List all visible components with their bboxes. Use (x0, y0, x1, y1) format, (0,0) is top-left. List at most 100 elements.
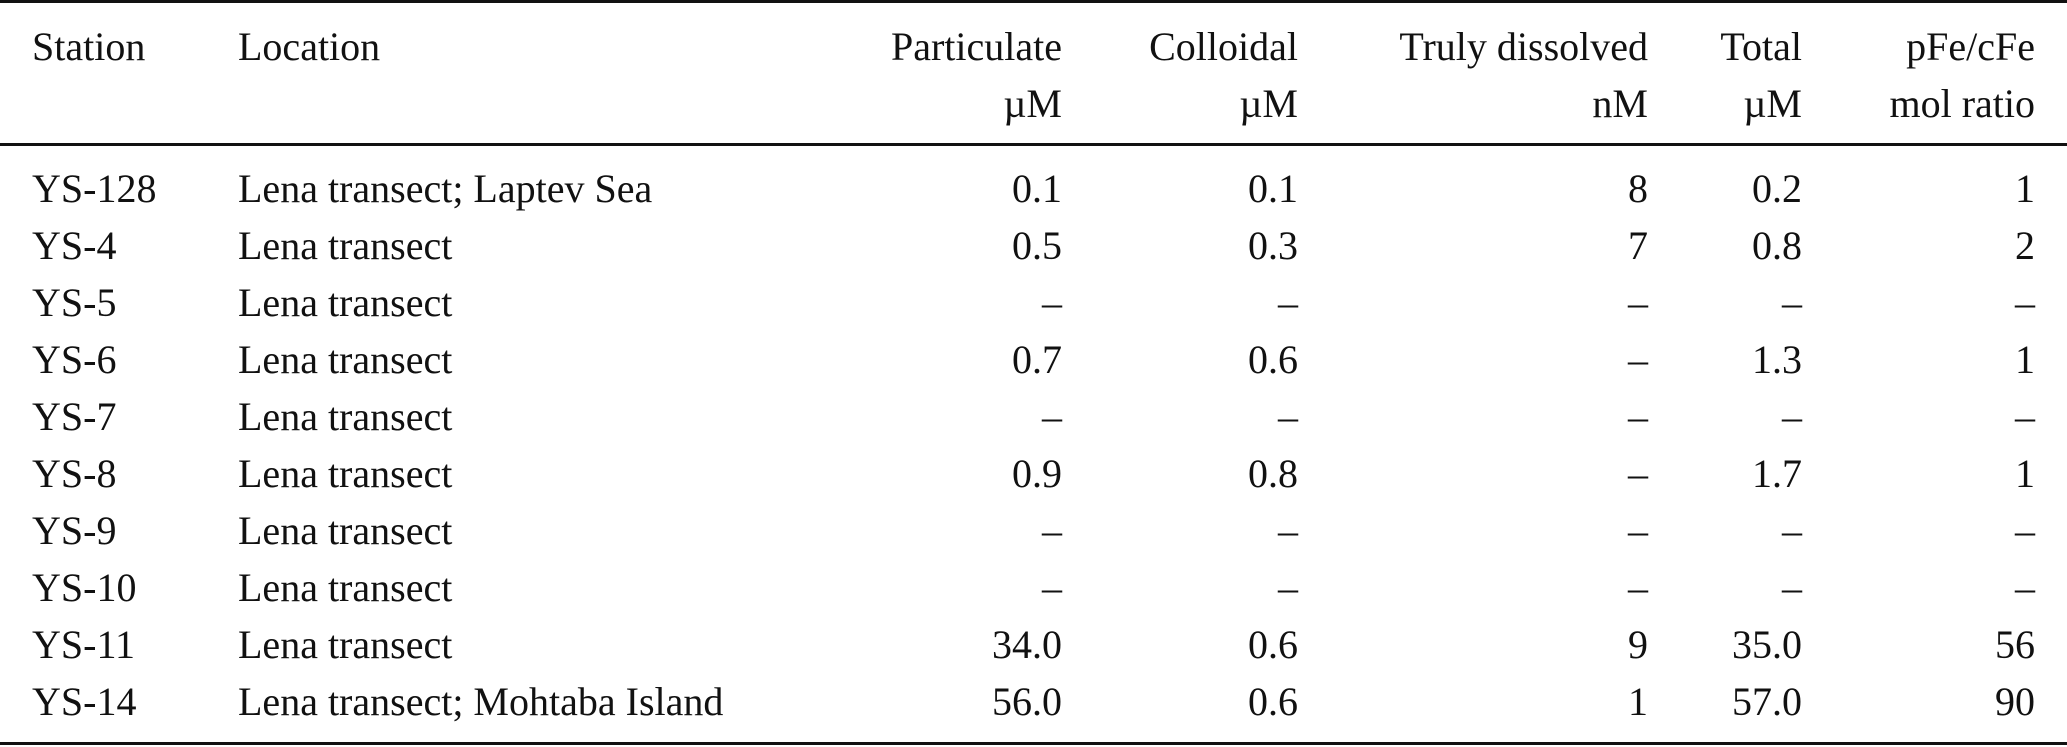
table-header: Station Location Particulate µM Colloida… (0, 18, 2067, 128)
header-truly-dissolved: Truly dissolved nM (1310, 18, 1648, 132)
header-colloidal: Colloidal µM (1070, 18, 1298, 132)
cell-truly-dissolved: – (1628, 508, 1648, 553)
header-station-label: Station (32, 24, 146, 69)
cell-ratio: 90 (1995, 679, 2035, 724)
cell-ratio: – (2015, 280, 2035, 325)
cell-particulate: – (1042, 565, 1062, 610)
cell-location: Lena transect (238, 337, 453, 382)
cell-truly-dissolved: 9 (1628, 622, 1648, 667)
cell-ratio: – (2015, 565, 2035, 610)
cell-colloidal: 0.6 (1248, 679, 1298, 724)
table-row: YS-8 Lena transect 0.9 0.8 – 1.7 1 (0, 445, 2067, 502)
header-colloidal-unit: µM (1239, 81, 1298, 126)
cell-location: Lena transect (238, 394, 453, 439)
cell-particulate: 0.5 (1012, 223, 1062, 268)
cell-truly-dissolved: – (1628, 394, 1648, 439)
cell-total: – (1782, 565, 1802, 610)
cell-colloidal: 0.3 (1248, 223, 1298, 268)
header-colloidal-label: Colloidal (1149, 24, 1298, 69)
table-row: YS-9 Lena transect – – – – – (0, 502, 2067, 559)
header-ratio-unit: mol ratio (1889, 81, 2035, 126)
table-row: YS-7 Lena transect – – – – – (0, 388, 2067, 445)
header-ratio-label: pFe/cFe (1906, 24, 2035, 69)
cell-colloidal: 0.8 (1248, 451, 1298, 496)
header-location: Location (238, 18, 838, 75)
cell-colloidal: – (1278, 565, 1298, 610)
cell-station: YS-9 (32, 508, 117, 553)
cell-location: Lena transect (238, 280, 453, 325)
header-truly-dissolved-unit: nM (1592, 81, 1648, 126)
cell-station: YS-128 (32, 166, 157, 211)
cell-location: Lena transect (238, 565, 453, 610)
cell-total: 1.3 (1752, 337, 1802, 382)
cell-total: 57.0 (1732, 679, 1802, 724)
cell-particulate: – (1042, 280, 1062, 325)
header-total-label: Total (1720, 24, 1802, 69)
cell-station: YS-6 (32, 337, 117, 382)
cell-location: Lena transect; Laptev Sea (238, 166, 653, 211)
header-total-unit: µM (1743, 81, 1802, 126)
cell-particulate: 56.0 (992, 679, 1062, 724)
cell-colloidal: 0.6 (1248, 622, 1298, 667)
header-location-label: Location (238, 24, 381, 69)
table-row: YS-4 Lena transect 0.5 0.3 7 0.8 2 (0, 217, 2067, 274)
cell-ratio: – (2015, 394, 2035, 439)
cell-truly-dissolved: – (1628, 451, 1648, 496)
cell-particulate: – (1042, 394, 1062, 439)
table-bottom-rule (0, 742, 2067, 745)
table-row: YS-11 Lena transect 34.0 0.6 9 35.0 56 (0, 616, 2067, 673)
header-ratio: pFe/cFe mol ratio (1815, 18, 2035, 132)
cell-station: YS-5 (32, 280, 117, 325)
cell-truly-dissolved: 1 (1628, 679, 1648, 724)
table-row: YS-14 Lena transect; Mohtaba Island 56.0… (0, 673, 2067, 730)
cell-ratio: 2 (2015, 223, 2035, 268)
cell-particulate: 0.7 (1012, 337, 1062, 382)
cell-particulate: – (1042, 508, 1062, 553)
table-header-rule (0, 143, 2067, 146)
cell-particulate: 34.0 (992, 622, 1062, 667)
cell-location: Lena transect (238, 223, 453, 268)
cell-location: Lena transect; Mohtaba Island (238, 679, 724, 724)
cell-station: YS-8 (32, 451, 117, 496)
cell-colloidal: 0.1 (1248, 166, 1298, 211)
cell-truly-dissolved: – (1628, 565, 1648, 610)
cell-total: – (1782, 508, 1802, 553)
header-station: Station (32, 18, 232, 75)
cell-truly-dissolved: – (1628, 280, 1648, 325)
header-particulate-unit: µM (1003, 81, 1062, 126)
cell-truly-dissolved: 8 (1628, 166, 1648, 211)
table-body: YS-128 Lena transect; Laptev Sea 0.1 0.1… (0, 160, 2067, 730)
table-row: YS-6 Lena transect 0.7 0.6 – 1.3 1 (0, 331, 2067, 388)
cell-station: YS-14 (32, 679, 137, 724)
header-total: Total µM (1660, 18, 1802, 132)
cell-location: Lena transect (238, 508, 453, 553)
table-row: YS-10 Lena transect – – – – – (0, 559, 2067, 616)
cell-station: YS-4 (32, 223, 117, 268)
table-row: YS-128 Lena transect; Laptev Sea 0.1 0.1… (0, 160, 2067, 217)
cell-ratio: 56 (1995, 622, 2035, 667)
cell-particulate: 0.9 (1012, 451, 1062, 496)
cell-truly-dissolved: – (1628, 337, 1648, 382)
cell-location: Lena transect (238, 451, 453, 496)
header-truly-dissolved-label: Truly dissolved (1399, 24, 1648, 69)
cell-total: 1.7 (1752, 451, 1802, 496)
cell-total: 35.0 (1732, 622, 1802, 667)
cell-total: 0.8 (1752, 223, 1802, 268)
cell-station: YS-7 (32, 394, 117, 439)
table-top-rule (0, 0, 2067, 3)
cell-ratio: 1 (2015, 166, 2035, 211)
cell-ratio: 1 (2015, 337, 2035, 382)
header-particulate-label: Particulate (890, 24, 1062, 69)
cell-colloidal: – (1278, 508, 1298, 553)
cell-total: 0.2 (1752, 166, 1802, 211)
cell-colloidal: 0.6 (1248, 337, 1298, 382)
cell-station: YS-11 (32, 622, 135, 667)
cell-station: YS-10 (32, 565, 137, 610)
cell-truly-dissolved: 7 (1628, 223, 1648, 268)
cell-ratio: 1 (2015, 451, 2035, 496)
header-particulate: Particulate µM (780, 18, 1062, 132)
cell-total: – (1782, 280, 1802, 325)
cell-particulate: 0.1 (1012, 166, 1062, 211)
cell-ratio: – (2015, 508, 2035, 553)
cell-colloidal: – (1278, 394, 1298, 439)
